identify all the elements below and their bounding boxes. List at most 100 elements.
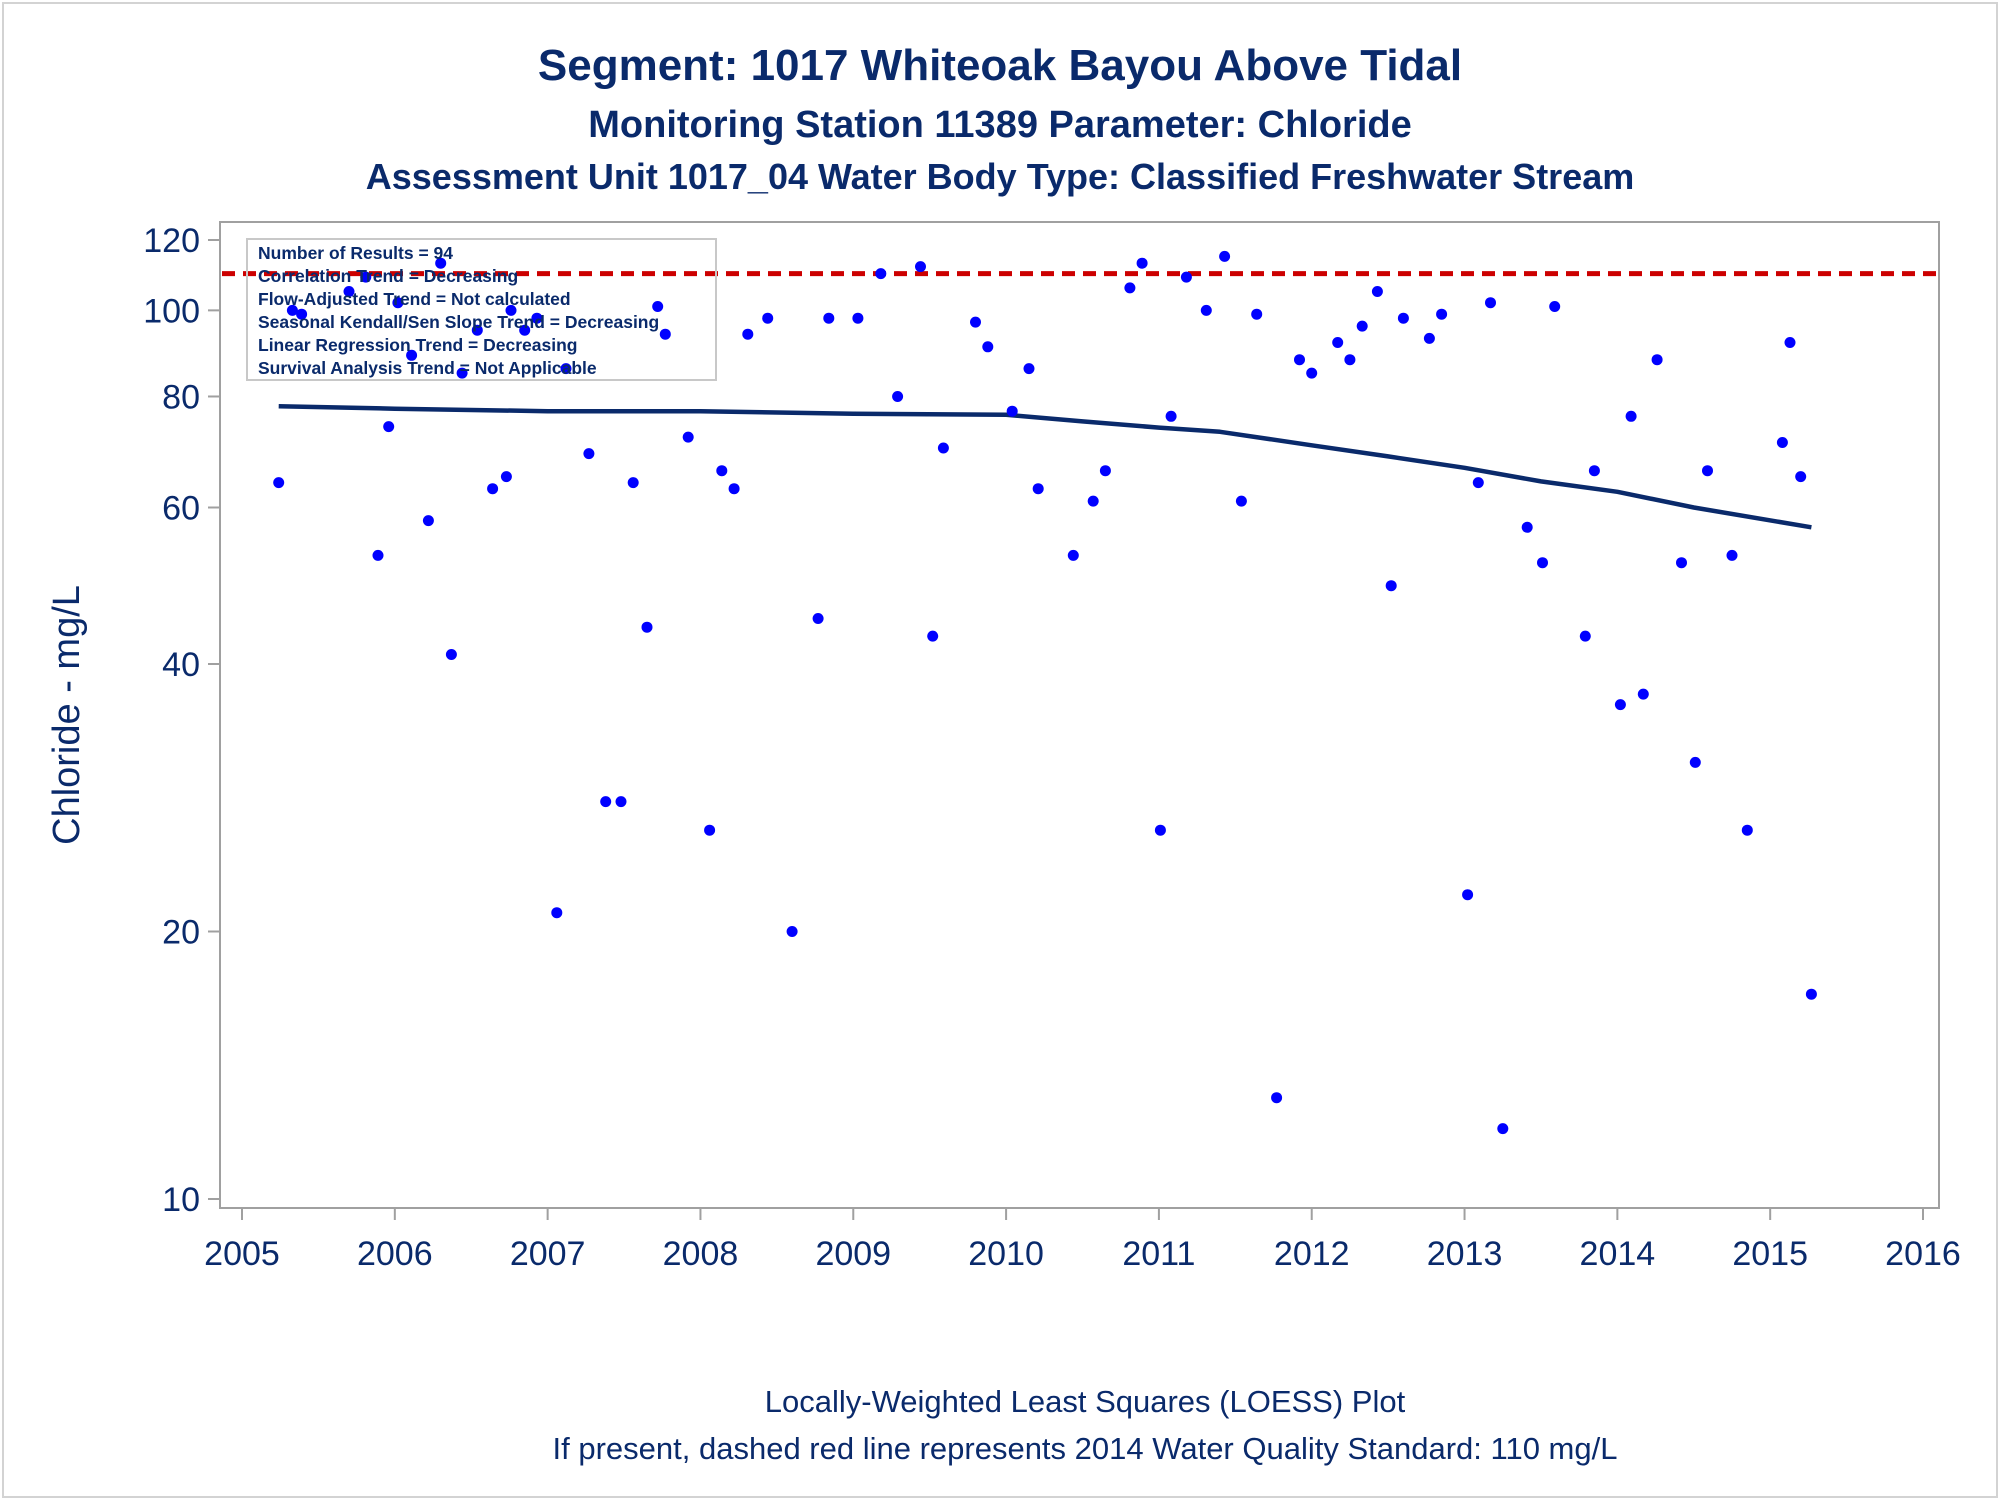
- data-point-59: [1235, 495, 1247, 507]
- data-point-83: [1637, 688, 1649, 700]
- data-point-31: [716, 465, 728, 477]
- data-point-30: [704, 824, 716, 836]
- data-point-40: [892, 391, 904, 402]
- data-point-81: [1614, 699, 1626, 711]
- loess-line: [278, 404, 1812, 530]
- data-point-86: [1689, 756, 1701, 768]
- data-point-55: [1165, 410, 1177, 422]
- y-tick-label-40: 40: [162, 646, 200, 684]
- data-point-18: [519, 324, 531, 336]
- info-line-linear-regression: Linear Regression Trend = Decreasing: [258, 335, 578, 355]
- data-point-17: [505, 304, 517, 316]
- footer-line-1: Locally-Weighted Least Squares (LOESS) P…: [765, 1384, 1406, 1419]
- x-tick-label-2013: 2013: [1427, 1235, 1503, 1273]
- data-point-22: [583, 448, 595, 460]
- info-box: Number of Results = 94 Correlation Trend…: [246, 238, 717, 381]
- chart-subtitle-2: Assessment Unit 1017_04 Water Body Type:…: [366, 156, 1635, 197]
- data-point-34: [762, 312, 774, 324]
- data-point-41: [915, 261, 926, 273]
- x-tick-label-2005: 2005: [204, 1235, 280, 1273]
- data-point-38: [852, 312, 864, 324]
- y-axis-label: Chloride - mg/L: [46, 585, 88, 845]
- x-tick-label-2009: 2009: [815, 1235, 891, 1273]
- data-point-1: [273, 477, 285, 489]
- y-tick-label-60: 60: [162, 490, 200, 528]
- data-point-78: [1549, 301, 1561, 312]
- data-point-9: [406, 349, 418, 361]
- data-point-45: [982, 341, 994, 353]
- info-line-results: Number of Results = 94: [258, 243, 453, 263]
- y-tick-label-20: 20: [162, 913, 200, 951]
- x-tick-label-2006: 2006: [357, 1235, 433, 1273]
- data-point-15: [487, 483, 499, 495]
- plot-area: [219, 221, 1940, 1209]
- x-tick-label-2010: 2010: [968, 1235, 1044, 1273]
- x-tick-label-2011: 2011: [1122, 1235, 1195, 1273]
- data-point-32: [728, 483, 740, 495]
- data-points: [273, 250, 1817, 1135]
- data-point-90: [1776, 437, 1788, 448]
- loess-layer: [278, 404, 1812, 530]
- data-point-50: [1087, 495, 1099, 507]
- data-point-82: [1625, 410, 1637, 422]
- data-point-53: [1136, 257, 1148, 269]
- x-tick-label-2007: 2007: [510, 1235, 586, 1273]
- data-point-77: [1537, 557, 1548, 569]
- data-point-74: [1485, 297, 1496, 309]
- data-point-76: [1521, 521, 1533, 533]
- footer-line-2: If present, dashed red line represents 2…: [553, 1431, 1618, 1466]
- info-line-survival-analysis: Survival Analysis Trend = Not Applicable: [258, 358, 597, 378]
- info-line-seasonal-kendall: Seasonal Kendall/Sen Slope Trend = Decre…: [258, 312, 659, 332]
- data-point-13: [456, 367, 468, 379]
- data-point-80: [1588, 465, 1600, 477]
- data-point-47: [1023, 363, 1035, 375]
- data-point-60: [1251, 308, 1263, 320]
- x-axis: 2005 2006 2007 2008 2009 2010 2011 2012 2013 2014…: [204, 1208, 1961, 1273]
- data-point-91: [1784, 337, 1796, 348]
- data-point-72: [1462, 889, 1474, 901]
- y-tick-label-80: 80: [162, 378, 200, 416]
- y-tick-label-120: 120: [143, 222, 200, 260]
- data-point-16: [500, 471, 512, 483]
- x-tick-label-2008: 2008: [663, 1235, 739, 1273]
- data-point-84: [1651, 354, 1663, 366]
- data-point-67: [1371, 286, 1383, 297]
- chart-subtitle: Monitoring Station 11389 Parameter: Chlo…: [588, 104, 1412, 146]
- data-point-36: [812, 613, 824, 624]
- x-tick-label-2016: 2016: [1885, 1235, 1961, 1273]
- data-point-5: [360, 271, 372, 283]
- data-point-11: [435, 257, 447, 269]
- data-point-20: [551, 907, 563, 919]
- data-point-19: [531, 312, 543, 324]
- data-point-6: [372, 549, 384, 561]
- data-point-26: [641, 621, 653, 633]
- info-line-flow-adjusted: Flow-Adjusted Trend = Not calculated: [258, 289, 571, 309]
- data-point-68: [1385, 580, 1397, 592]
- x-tick-label-2015: 2015: [1732, 1235, 1808, 1273]
- data-point-79: [1579, 630, 1591, 642]
- y-tick-label-100: 100: [143, 292, 200, 330]
- data-point-63: [1306, 367, 1318, 379]
- data-point-10: [422, 515, 434, 527]
- data-point-37: [823, 312, 835, 324]
- data-point-70: [1423, 332, 1435, 344]
- data-point-12: [445, 649, 457, 660]
- data-point-35: [786, 926, 798, 937]
- info-line-correlation: Correlation Trend = Decreasing: [258, 266, 518, 286]
- data-point-29: [682, 431, 694, 443]
- data-point-46: [1006, 405, 1018, 417]
- data-point-89: [1741, 824, 1753, 836]
- y-axis: 10 20 40 60 80 100 120: [143, 222, 220, 1219]
- data-point-62: [1294, 354, 1305, 366]
- data-point-66: [1356, 320, 1368, 332]
- data-point-92: [1795, 471, 1807, 483]
- data-point-49: [1067, 549, 1079, 561]
- data-point-65: [1344, 354, 1356, 366]
- data-point-7: [383, 421, 395, 433]
- data-point-87: [1702, 465, 1713, 477]
- y-tick-label-10: 10: [162, 1181, 200, 1219]
- data-point-27: [652, 301, 664, 312]
- data-point-8: [392, 297, 404, 309]
